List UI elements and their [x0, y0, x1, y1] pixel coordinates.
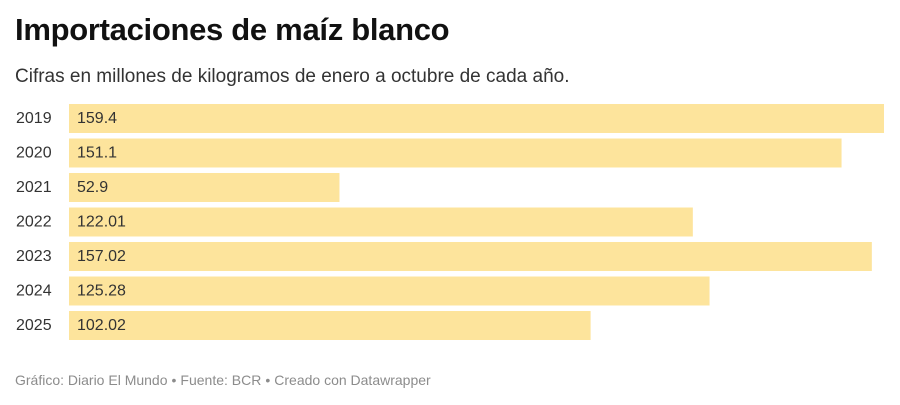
bar: [69, 311, 591, 340]
category-label: 2021: [16, 179, 52, 196]
bar: [69, 104, 884, 133]
bar: [69, 207, 693, 237]
category-label: 2019: [16, 110, 52, 127]
value-label: 102.02: [77, 317, 126, 334]
category-label: 2023: [16, 248, 52, 265]
chart-tool-credit: Creado con Datawrapper: [274, 372, 431, 388]
bar: [69, 242, 872, 271]
value-label: 159.4: [77, 110, 117, 127]
bar: [69, 276, 710, 306]
bar: [69, 138, 842, 168]
bar-row: 2024 125.28: [16, 276, 710, 306]
chart-subtitle: Cifras en millones de kilogramos de ener…: [15, 66, 570, 87]
category-label: 2024: [16, 283, 52, 300]
category-label: 2022: [16, 214, 52, 231]
value-label: 151.1: [77, 145, 117, 162]
chart-footer: Gráfico: Diario El Mundo • Fuente: BCR • Cre…: [15, 372, 431, 388]
bar-row: 2021 52.9: [16, 173, 340, 202]
value-label: 157.02: [77, 248, 126, 265]
chart-credit: Gráfico: Diario El Mundo: [15, 372, 168, 388]
bar-chart: 2019 159.4 2020 151.1 2021 52.9 2022 122.01 2023…: [16, 104, 884, 340]
value-label: 122.01: [77, 214, 126, 231]
chart-title: Importaciones de maíz blanco: [15, 12, 450, 47]
footer-separator: •: [265, 372, 271, 388]
bar: [69, 173, 340, 202]
footer-separator: •: [171, 372, 177, 388]
category-label: 2020: [16, 145, 52, 162]
chart-source: Fuente: BCR: [180, 372, 262, 388]
bar-row: 2023 157.02: [16, 242, 872, 271]
value-label: 52.9: [77, 179, 108, 196]
bar-row: 2025 102.02: [16, 311, 591, 340]
bar-row: 2022 122.01: [16, 207, 693, 237]
bar-row: 2019 159.4: [16, 104, 884, 133]
value-label: 125.28: [77, 283, 126, 300]
category-label: 2025: [16, 317, 52, 334]
bar-row: 2020 151.1: [16, 138, 842, 168]
